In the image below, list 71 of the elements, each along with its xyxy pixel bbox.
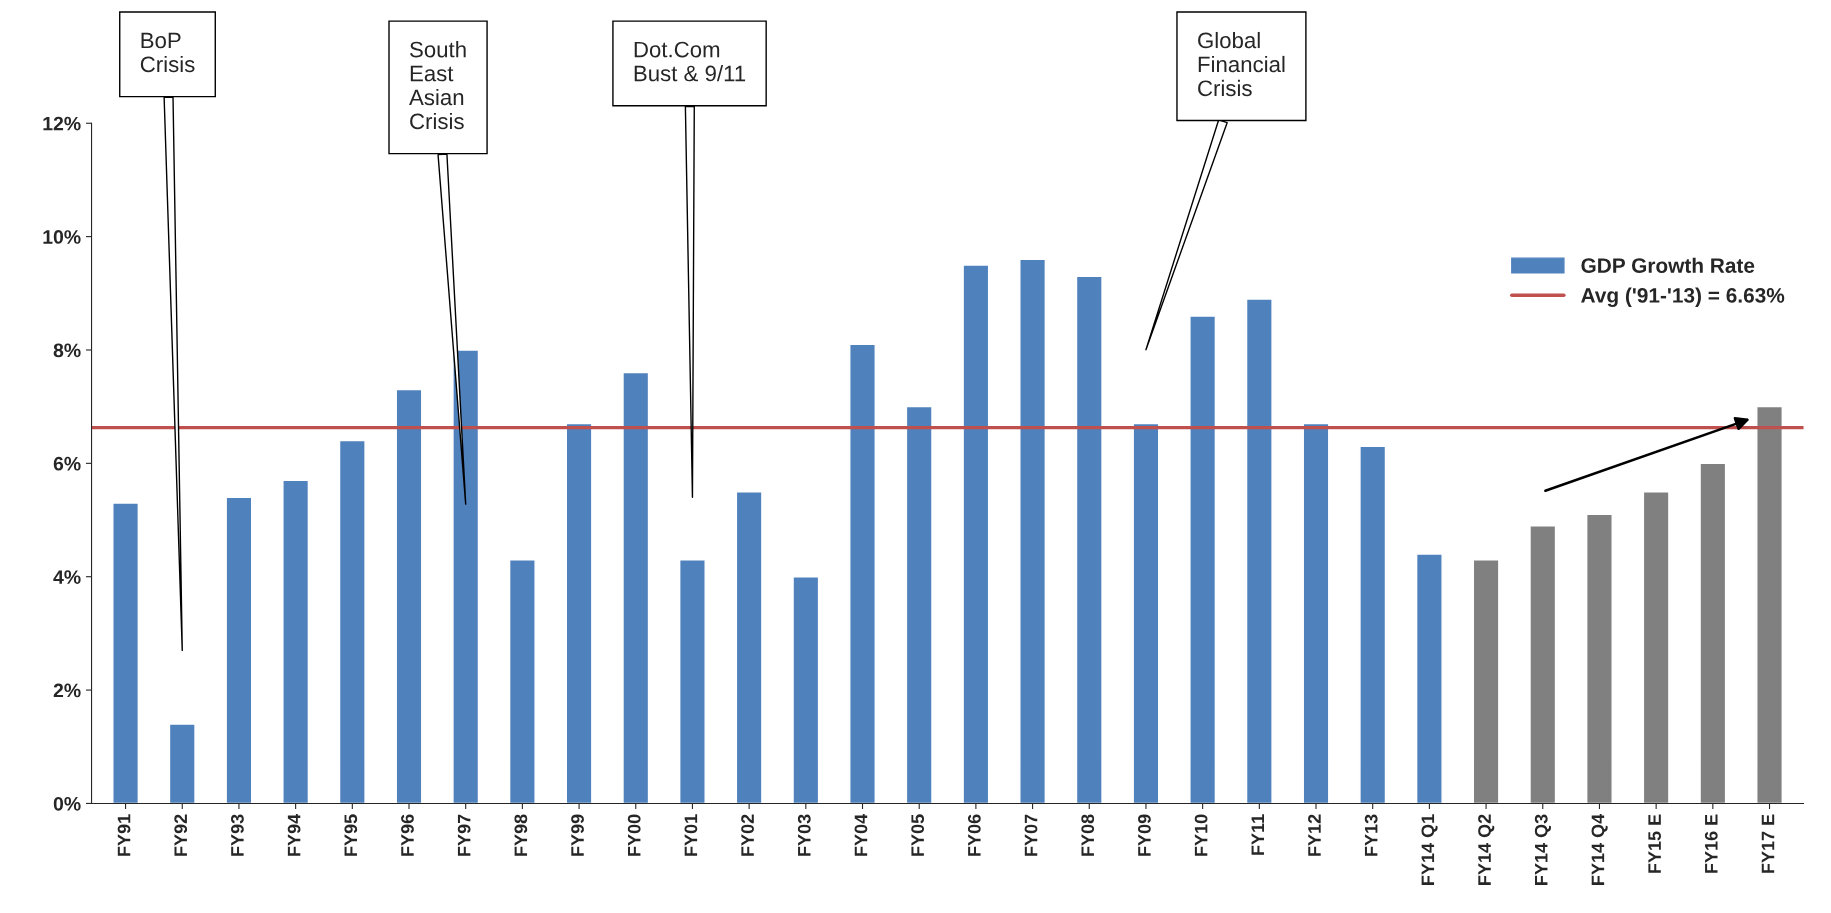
bar — [1642, 490, 1670, 804]
bar — [1529, 525, 1557, 804]
bar — [395, 388, 423, 804]
y-tick-label: 2% — [53, 683, 81, 698]
bar — [338, 439, 366, 804]
bar — [225, 496, 253, 804]
text: BoP Crisis — [140, 32, 195, 73]
x-tick-label: FY00 — [627, 814, 641, 856]
text: Dot.Com Bust & 9/11 — [634, 41, 746, 82]
bar — [1302, 422, 1330, 804]
x-tick-label: FY94 — [287, 813, 301, 856]
y-tick-label: 6% — [53, 456, 81, 471]
bar — [1472, 559, 1500, 804]
x-tick-label: FY03 — [797, 814, 811, 856]
x-tick-label: FY10 — [1194, 814, 1208, 856]
x-tick-label: FY12 — [1308, 814, 1321, 856]
bar — [962, 264, 990, 804]
bar — [1359, 445, 1387, 804]
x-tick-label: FY98 — [514, 814, 528, 856]
bar — [735, 490, 763, 804]
x-tick-label: FY01 — [684, 814, 698, 856]
x-tick-label: FY07 — [1024, 814, 1038, 856]
x-tick-label: FY13 — [1364, 814, 1378, 856]
x-tick-label: FY95 — [344, 814, 358, 856]
x-tick-label: FY06 — [967, 814, 981, 856]
bar — [622, 371, 650, 804]
bar — [1699, 462, 1727, 804]
bar — [1245, 298, 1273, 804]
x-tick-label: FY14 Q2 — [1478, 814, 1495, 885]
text: Global Financial Crisis — [1198, 31, 1285, 97]
y-tick-label: 10% — [43, 230, 81, 244]
bar — [678, 559, 706, 804]
x-tick-label: FY91 — [117, 814, 131, 856]
bar — [792, 576, 820, 804]
x-tick-label: FY16 E — [1704, 814, 1718, 873]
bar — [508, 559, 536, 804]
bar — [1075, 275, 1103, 804]
bar — [168, 723, 196, 804]
x-tick-label: FY14 Q3 — [1534, 814, 1551, 885]
y-tick-label: 0% — [53, 796, 81, 811]
bar — [1132, 422, 1160, 804]
x-tick-label: FY02 — [741, 814, 754, 856]
x-tick-label: FY14 Q1 — [1421, 814, 1438, 885]
legend-label: GDP Growth Rate — [1581, 257, 1755, 273]
bar — [849, 343, 876, 804]
y-tick-label: 12% — [43, 116, 81, 131]
x-tick-label: FY04 — [854, 813, 868, 856]
x-tick-label: FY92 — [174, 814, 188, 856]
bar — [1586, 513, 1613, 804]
x-tick-label: FY08 — [1081, 814, 1095, 856]
bar — [905, 405, 933, 804]
bar — [112, 502, 140, 804]
bar — [282, 479, 310, 804]
bar — [1019, 258, 1047, 804]
x-tick-label: FY11 — [1251, 814, 1264, 855]
x-tick-label: FY14 Q4 — [1591, 813, 1608, 885]
y-tick-label: 4% — [53, 570, 81, 584]
legend-label: Avg ('91-'13) = 6.63% — [1581, 287, 1785, 307]
bar — [1415, 553, 1443, 804]
x-tick-label: FY17 E — [1761, 814, 1775, 873]
y-tick-label: 8% — [53, 343, 81, 358]
x-tick-label: FY05 — [911, 814, 925, 856]
bar — [1756, 405, 1783, 804]
x-tick-label: FY97 — [457, 814, 471, 856]
x-tick-label: FY99 — [571, 814, 584, 856]
annotation: South East Asian Crisis — [409, 41, 466, 130]
x-tick-label: FY09 — [1138, 814, 1151, 856]
x-tick-label: FY96 — [401, 814, 414, 856]
bar — [565, 422, 593, 804]
x-tick-label: FY15 E — [1648, 814, 1661, 873]
x-tick-label: FY93 — [231, 814, 244, 856]
